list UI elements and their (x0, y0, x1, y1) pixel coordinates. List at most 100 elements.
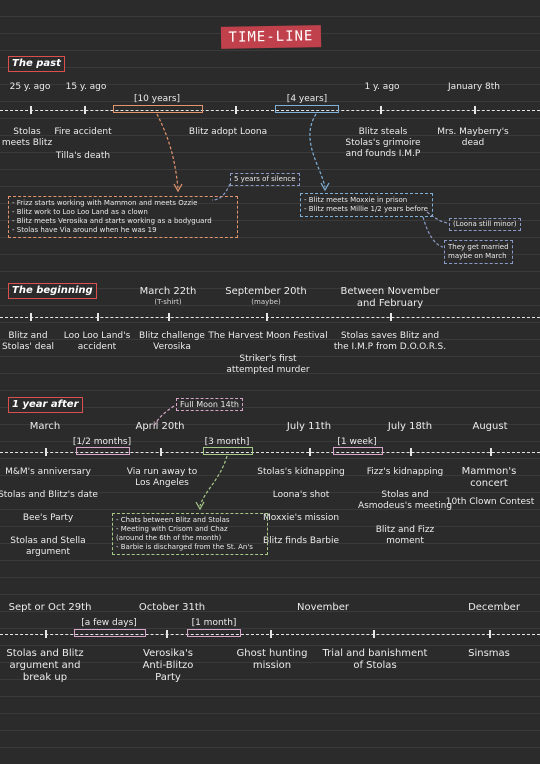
range-bar-3-month (203, 447, 253, 455)
arrow-silence-to-orange-box (211, 183, 231, 201)
event-stolas-asmodeus-meeting: Stolas and Asmodeus's meeting (357, 490, 453, 511)
event-fizz-kidnapping: Fizz's kidnapping (366, 467, 444, 477)
event-tilla-death: Tilla's death (55, 151, 111, 161)
beginning-label-nov-feb: Between November and February (340, 286, 440, 309)
year-after-label-july11: July 11th (286, 421, 332, 432)
past-range-4years: [4 years] (286, 94, 328, 104)
event-ghost-hunting: Ghost hunting mission (236, 648, 308, 671)
note-5-years-silence: 5 years of silence (230, 173, 300, 186)
note-box-orange: - Frizz starts working with Mammon and m… (8, 196, 238, 238)
event-fire-accident: Fire accident (54, 127, 112, 137)
last-label-oct31: October 31th (138, 602, 206, 613)
beginning-label-sept20: September 20th (maybe) (225, 286, 307, 306)
event-mammon-concert: Mammon's concert (461, 466, 517, 489)
range-label-1-week: [1 week] (337, 437, 377, 447)
timeline-beginning (0, 317, 540, 318)
event-striker-attempt: Striker's first attempted murder (226, 354, 310, 375)
event-blitz-fizz-moment: Blitz and Fizz moment (375, 525, 435, 546)
past-label-25y: 25 y. ago (9, 82, 51, 92)
range-bar-half-months (76, 447, 130, 455)
event-moxxie-mission: Moxxie's mission (262, 513, 340, 523)
past-label-jan8: January 8th (448, 82, 500, 92)
year-after-label-august: August (472, 421, 508, 432)
event-loona-shot: Loona's shot (272, 490, 330, 500)
event-bees-party: Bee's Party (22, 513, 74, 523)
event-stolas-saves-blitz: Stolas saves Blitz and the I.M.P from D.O… (333, 331, 447, 352)
event-harvest-moon: The Harvest Moon Festival (208, 331, 328, 341)
tick (168, 313, 170, 321)
last-label-november: November (296, 602, 350, 613)
past-range-10years: [10 years] (133, 94, 181, 104)
arrow-blue-to-minor-note (426, 211, 449, 224)
arrow-3month-to-green-box (199, 455, 228, 507)
last-label-sept-oct29: Sept or Oct 29th (8, 602, 92, 613)
range-bar-4years (275, 105, 339, 113)
arrowhead (320, 182, 330, 192)
tick (373, 630, 375, 638)
tick (380, 106, 382, 114)
event-stolas-blitz-breakup: Stolas and Blitz argument and break up (6, 648, 84, 683)
tick (84, 106, 86, 114)
range-label-1-month: [1 month] (191, 618, 237, 628)
range-label-half-months: [1/2 months] (72, 437, 132, 447)
year-after-label-march: March (29, 421, 61, 432)
event-stolas-meets-blitz: Stolas meets Blitz (1, 127, 53, 148)
note-box-green: - Chats between Blitz and Stolas - Meeti… (112, 513, 268, 555)
event-via-runs-away: Via run away to Los Angeles (126, 467, 198, 488)
event-mm-anniversary: M&M's anniversary (5, 467, 91, 477)
range-bar-1-week (333, 447, 383, 455)
section-heading-year-after: 1 year after (8, 397, 83, 413)
timeline-year-after (0, 452, 540, 453)
event-verosika-party: Verosika's Anti-Blitzo Party (142, 648, 194, 683)
range-bar-10years (113, 105, 203, 113)
tick (410, 448, 412, 456)
tick (30, 106, 32, 114)
past-label-1y: 1 y. ago (364, 82, 400, 92)
event-blitz-adopt-loona: Blitz adopt Loona (188, 127, 268, 137)
event-trial-banishment: Trial and banishment of Stolas (322, 648, 428, 671)
tick (266, 313, 268, 321)
tick (489, 630, 491, 638)
event-blitz-steals-grimoire: Blitz steals Stolas's grimoire and founds … (345, 127, 421, 159)
event-loo-loo-land-accident: Loo Loo Land's accident (63, 331, 131, 352)
event-stolas-blitz-date: Stolas and Blitz's date (0, 490, 98, 500)
event-stolas-stella-argument: Stolas and Stella argument (10, 536, 86, 557)
range-label-3-month: [3 month] (204, 437, 250, 447)
range-bar-few-days (74, 629, 146, 637)
arrow-4years-to-blue-box (309, 113, 326, 188)
section-heading-past: The past (8, 56, 65, 72)
tick (166, 630, 168, 638)
range-label-few-days: [a few days] (81, 618, 137, 628)
tick (270, 630, 272, 638)
note-full-moon: Full Moon 14th (176, 398, 243, 411)
event-mrs-mayberry-dead: Mrs. Mayberry's dead (437, 127, 509, 148)
year-after-label-july18: July 18th (387, 421, 433, 432)
tick (30, 313, 32, 321)
event-stolas-kidnapping: Stolas's kidnapping (257, 467, 345, 477)
tick (97, 313, 99, 321)
note-box-blue: - Blitz meets Moxxie in prison - Blitz m… (300, 193, 433, 217)
last-label-december: December (468, 602, 520, 613)
event-sinsmas: Sinsmas (468, 648, 510, 659)
tick (45, 448, 47, 456)
event-blitz-finds-barbie: Blitz finds Barbie (262, 536, 340, 546)
section-heading-beginning: The beginning (8, 283, 97, 299)
tick (45, 630, 47, 638)
tick (235, 106, 237, 114)
arrowhead (173, 183, 183, 193)
arrow-10years-to-orange-box (156, 113, 179, 189)
tick (490, 448, 492, 456)
tick (474, 106, 476, 114)
arrowhead (195, 501, 205, 511)
arrow-full-moon-to-april (153, 405, 175, 427)
year-after-label-april20: April 20th (135, 421, 185, 432)
note-married-march: They get married maybe on March (444, 240, 513, 264)
tick (160, 448, 162, 456)
range-bar-1-month (187, 629, 241, 637)
event-10th-clown-contest: 10th Clown Contest (445, 497, 535, 507)
arrow-blue-to-married-note (422, 216, 444, 248)
tick (390, 313, 392, 321)
event-blitz-stolas-deal: Blitz and Stolas' deal (1, 331, 55, 352)
tick (309, 448, 311, 456)
